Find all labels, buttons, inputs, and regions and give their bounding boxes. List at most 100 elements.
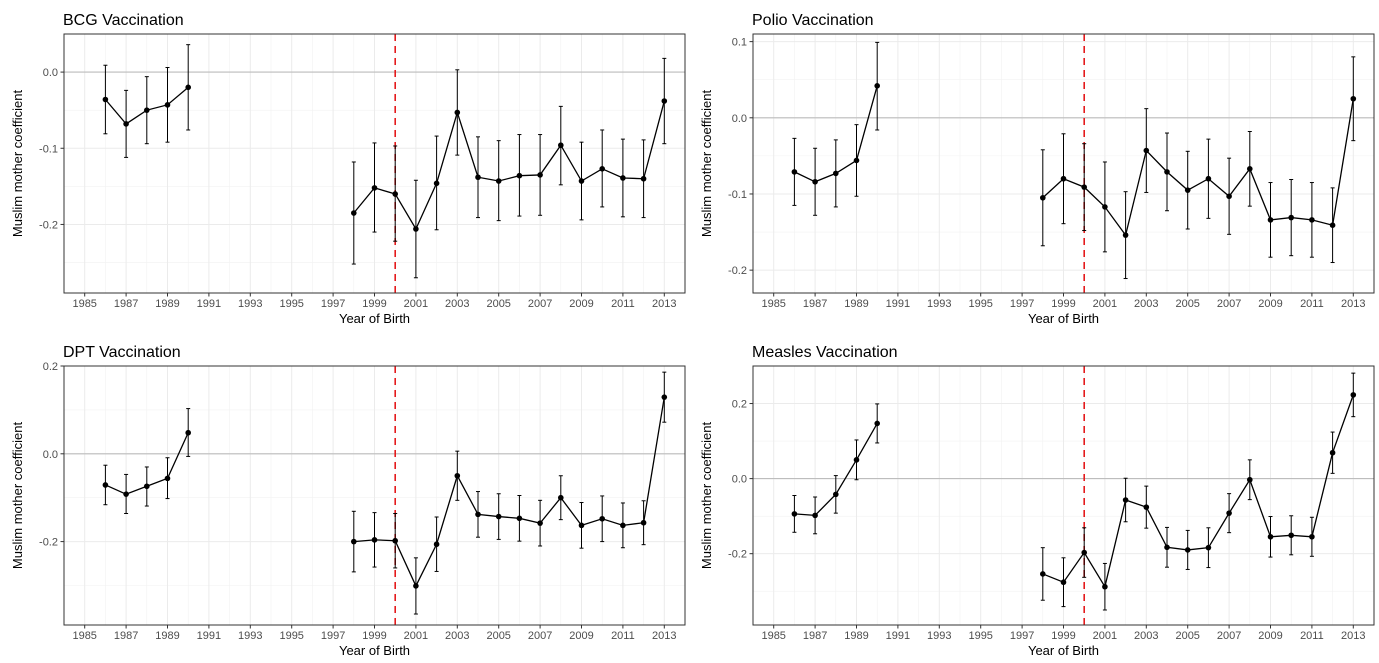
y-axis-label: Muslim mother coefficient: [10, 90, 25, 238]
x-tick-label: 1997: [321, 298, 345, 310]
x-tick-label: 1991: [197, 298, 221, 310]
data-point: [392, 191, 399, 197]
y-tick-label: -0.1: [39, 143, 58, 155]
y-tick-label: 0.0: [43, 449, 58, 461]
data-point: [537, 520, 543, 526]
data-point: [413, 226, 419, 232]
x-tick-label: 1987: [114, 630, 138, 642]
x-tick-label: 1985: [761, 298, 785, 310]
x-tick-label: 1989: [155, 630, 179, 642]
y-axis-label: Muslim mother coefficient: [10, 422, 25, 570]
x-tick-label: 2013: [652, 298, 676, 310]
x-tick-label: 2009: [1258, 630, 1282, 642]
x-tick-label: 2013: [1341, 298, 1365, 310]
data-point: [495, 178, 502, 184]
chart-svg: Measles Vaccination 1985 1987 1989 1991 1993 1…: [699, 344, 1375, 658]
data-point: [1184, 547, 1191, 553]
data-point: [537, 172, 543, 178]
x-tick-label: 2001: [1093, 298, 1117, 310]
x-tick-label: 1995: [968, 630, 992, 642]
data-point: [1102, 583, 1108, 590]
data-point: [1040, 571, 1046, 577]
chart-title: Measles Vaccination: [752, 344, 898, 361]
x-tick-label: 2009: [569, 630, 593, 642]
data-point: [1143, 147, 1150, 154]
x-tick-label: 2011: [1300, 630, 1324, 642]
bcg-chart-panel: BCG Vaccination 1985 1987 1989 1991 1993 1995 1…: [0, 0, 689, 331]
x-tick-label: 1999: [1051, 630, 1075, 642]
data-point: [1060, 175, 1067, 182]
data-point: [578, 178, 585, 184]
data-point: [454, 109, 461, 116]
data-point: [640, 175, 647, 182]
x-tick-label: 2003: [445, 630, 469, 642]
data-point: [1288, 532, 1294, 539]
chart-title: BCG Vaccination: [63, 12, 184, 29]
data-point: [812, 512, 818, 519]
x-tick-label: 2001: [1093, 630, 1117, 642]
data-point: [1122, 497, 1129, 503]
data-point: [1350, 392, 1357, 398]
x-tick-label: 2013: [1341, 630, 1365, 642]
data-point: [1164, 169, 1170, 175]
x-tick-label: 2009: [1258, 298, 1282, 310]
x-tick-label: 1993: [238, 298, 262, 310]
data-point: [1060, 579, 1067, 586]
x-tick-label: 2001: [404, 630, 428, 642]
x-tick-label: 2005: [486, 298, 510, 310]
data-point: [640, 519, 647, 526]
x-tick-label: 1995: [279, 630, 303, 642]
y-tick-label: 0.2: [732, 399, 747, 411]
data-point: [144, 483, 150, 490]
chart-svg: Polio Vaccination 1985 1987 1989 1991 1993 199…: [699, 12, 1375, 326]
y-axis-label: Muslim mother coefficient: [699, 422, 714, 570]
data-point: [185, 429, 191, 436]
data-point: [164, 475, 171, 482]
x-tick-label: 2011: [1300, 298, 1324, 310]
x-tick-label: 1997: [1010, 630, 1034, 642]
x-tick-label: 2009: [569, 298, 593, 310]
y-tick-label: -0.2: [728, 265, 747, 277]
data-point: [495, 513, 502, 520]
data-point: [123, 491, 129, 497]
x-tick-label: 1989: [155, 298, 179, 310]
x-tick-label: 2001: [404, 298, 428, 310]
x-tick-label: 1993: [927, 630, 951, 642]
x-tick-label: 2011: [611, 630, 635, 642]
data-point: [1122, 232, 1129, 238]
data-point: [1102, 204, 1108, 210]
x-tick-label: 1993: [927, 298, 951, 310]
data-point: [475, 174, 481, 181]
y-tick-label: -0.2: [728, 549, 747, 561]
y-tick-label: -0.1: [728, 189, 747, 201]
y-tick-label: -0.2: [39, 537, 58, 549]
data-point: [371, 537, 378, 543]
data-point: [599, 515, 605, 522]
x-tick-label: 1991: [886, 298, 910, 310]
data-point: [144, 107, 150, 113]
data-point: [833, 491, 839, 498]
x-tick-label: 2003: [1134, 298, 1158, 310]
data-point: [1205, 175, 1212, 182]
x-tick-label: 2003: [1134, 630, 1158, 642]
data-point: [475, 511, 481, 518]
data-point: [853, 157, 860, 164]
data-point: [1350, 95, 1357, 102]
series-line: [353, 100, 665, 231]
x-tick-label: 1997: [321, 630, 345, 642]
series-line: [353, 397, 665, 588]
data-point: [1143, 504, 1150, 510]
data-point: [791, 169, 798, 175]
data-point: [413, 583, 419, 589]
data-point: [1267, 533, 1274, 540]
chart-svg: BCG Vaccination 1985 1987 1989 1991 1993 1995 1…: [10, 12, 686, 326]
x-tick-label: 1989: [844, 298, 868, 310]
y-tick-label: -0.2: [39, 219, 58, 231]
y-axis-label: Muslim mother coefficient: [699, 90, 714, 238]
y-tick-label: 0.1: [732, 37, 747, 49]
data-point: [833, 170, 839, 177]
data-point: [1309, 217, 1315, 223]
data-point: [123, 121, 129, 127]
data-point: [1247, 476, 1253, 483]
x-tick-label: 1985: [72, 298, 96, 310]
